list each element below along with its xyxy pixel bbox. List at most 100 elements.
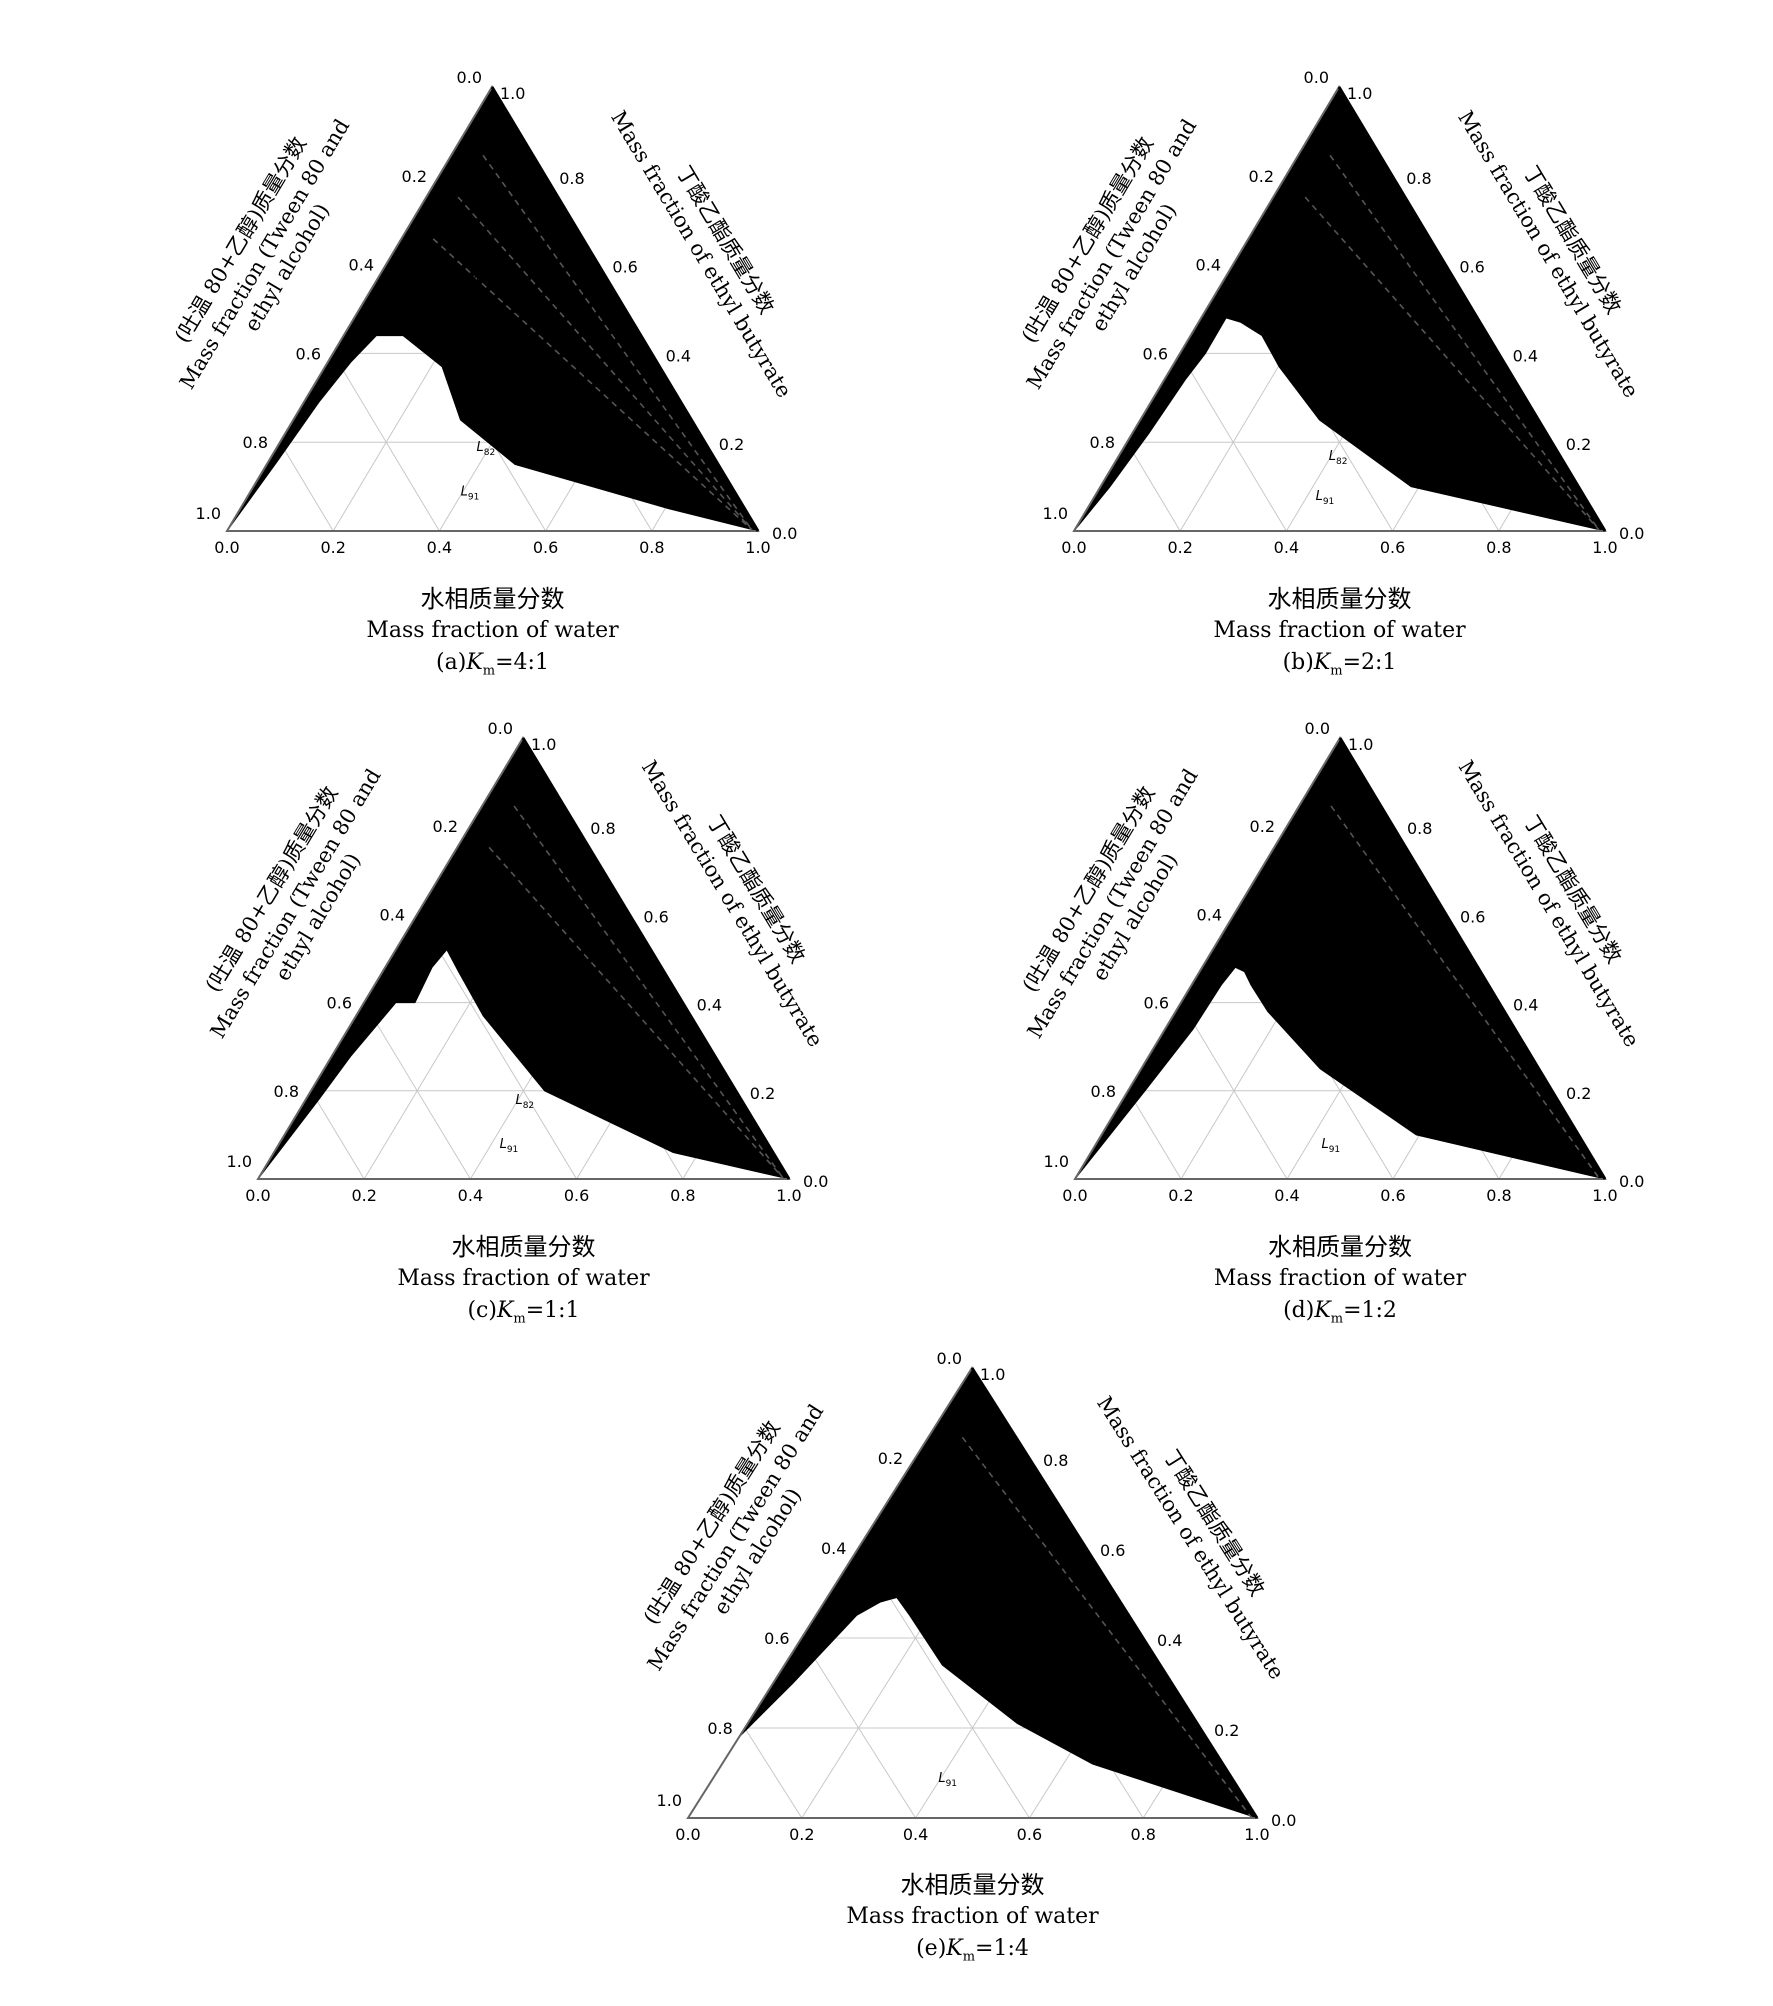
bottom-axis-title-cn: 水相质量分数 — [420, 585, 565, 613]
bottom-tick-label: 0.0 — [1061, 538, 1086, 557]
bottom-tick-label: 0.2 — [789, 1825, 814, 1844]
right-axis-line — [521, 737, 791, 1180]
right-tick-label: 0.0 — [1619, 1172, 1644, 1191]
left-tick-label: 0.4 — [821, 1539, 846, 1558]
left-tick-label: 0.2 — [402, 167, 427, 186]
right-tick-label: 1.0 — [1347, 84, 1372, 103]
km-label: Km=1:1 — [457, 922, 513, 943]
right-tick-label: 0.6 — [612, 258, 637, 277]
right-tick-label: 0.2 — [1566, 1084, 1591, 1103]
right-tick-label: 0.4 — [697, 996, 722, 1015]
bottom-axis-title-cn: 水相质量分数 — [900, 1871, 1045, 1899]
tie-line-L82 — [488, 846, 784, 1179]
right-tick-label: 0.2 — [1566, 435, 1591, 454]
right-tick-label: 1.0 — [980, 1365, 1005, 1384]
right-tick-label: 0.8 — [559, 169, 584, 188]
left-tick-label: 0.0 — [1305, 719, 1330, 738]
left-axis-title-line: Mass fraction (Tween 80 and — [1023, 765, 1203, 1043]
left-tick-label: 0.0 — [488, 719, 513, 738]
grid-line — [1179, 353, 1287, 532]
right-tick-label: 0.0 — [1271, 1811, 1296, 1830]
tie-line-label: L82 — [515, 1093, 534, 1111]
bottom-axis-title-en: Mass fraction of water — [846, 1904, 1099, 1929]
tie-line-label: L91 — [938, 1771, 957, 1789]
two-phase-region — [1074, 737, 1607, 1180]
left-tick-label: 0.4 — [380, 905, 405, 924]
left-axis-title-line: Mass fraction (Tween 80 and — [643, 1400, 829, 1675]
right-tick-label: 0.6 — [643, 907, 668, 926]
grid-line — [416, 914, 578, 1180]
bottom-tick-label: 1.0 — [745, 538, 770, 557]
left-tick-label: 0.6 — [764, 1629, 789, 1648]
right-axis-line — [1337, 86, 1607, 532]
grid-line — [1126, 441, 1181, 532]
grid-line — [801, 1637, 917, 1819]
right-axis-line — [1338, 737, 1607, 1180]
right-tick-label: 0.8 — [1407, 819, 1432, 838]
left-tick-label: 1.0 — [657, 1791, 682, 1810]
left-tick-label: 0.0 — [1304, 68, 1329, 87]
right-tick-label: 0.4 — [1157, 1631, 1182, 1650]
bottom-tick-label: 1.0 — [1592, 1186, 1617, 1205]
subfigure-caption: (d)Km=1:2 — [1283, 1298, 1397, 1327]
subfigure-caption: (a)Km=4:1 — [436, 650, 549, 679]
right-axis-line — [970, 1367, 1259, 1819]
right-tick-label: 0.0 — [772, 524, 797, 543]
bottom-axis-title-en: Mass fraction of water — [397, 1266, 650, 1291]
right-tick-label: 0.2 — [1214, 1721, 1239, 1740]
right-tick-label: 0.4 — [1513, 996, 1538, 1015]
tie-line-L82 — [457, 196, 753, 531]
left-tick-label: 0.4 — [1197, 905, 1222, 924]
panel-caption: 水相质量分数 Mass fraction of water (d)Km=1:2 — [1140, 1231, 1540, 1335]
left-tick-label: 0.8 — [1091, 1082, 1116, 1101]
bottom-tick-label: 1.0 — [1592, 538, 1617, 557]
left-tick-label: 1.0 — [227, 1152, 252, 1171]
bottom-tick-label: 0.8 — [1130, 1825, 1155, 1844]
two-phase-region — [1073, 86, 1607, 532]
tie-line-label: L91 — [1321, 1137, 1340, 1155]
left-tick-label: 0.2 — [433, 817, 458, 836]
grid-line — [744, 1727, 803, 1819]
left-axis-title-line: Mass fraction (Tween 80 and — [206, 765, 386, 1043]
bottom-tick-label: 0.4 — [458, 1186, 483, 1205]
bottom-axis-title-cn: 水相质量分数 — [451, 1233, 596, 1261]
left-tick-label: 0.8 — [707, 1719, 732, 1738]
left-tick-label: 0.4 — [1196, 256, 1221, 275]
left-tick-label: 0.2 — [1250, 817, 1275, 836]
left-tick-label: 1.0 — [196, 504, 221, 523]
km-label: (Km=1:4) — [901, 1557, 969, 1578]
km-label: Km=1:2 — [1274, 922, 1330, 943]
bottom-tick-label: 0.8 — [670, 1186, 695, 1205]
tie-line-label: L91 — [1316, 489, 1335, 507]
left-tick-label: 0.8 — [1090, 433, 1115, 452]
bottom-tick-label: 0.2 — [351, 1186, 376, 1205]
right-tick-label: 0.8 — [590, 819, 615, 838]
right-tick-label: 1.0 — [531, 735, 556, 754]
right-tick-label: 0.8 — [1406, 169, 1431, 188]
subfigure-caption: (e)Km=1:4 — [916, 1936, 1029, 1965]
left-axis-title-line: Mass fraction (Tween 80 and — [175, 115, 354, 393]
bottom-tick-label: 0.6 — [564, 1186, 589, 1205]
right-tick-label: 0.4 — [1513, 346, 1538, 365]
bottom-tick-label: 0.0 — [675, 1825, 700, 1844]
subfigure-caption: (b)Km=2:1 — [1282, 650, 1397, 679]
two-phase-region — [226, 86, 760, 532]
bottom-tick-label: 0.4 — [903, 1825, 928, 1844]
panel-caption: 水相质量分数 Mass fraction of water (c)Km=1:1 — [324, 1231, 724, 1335]
right-tick-label: 0.2 — [750, 1084, 775, 1103]
bottom-tick-label: 0.6 — [1380, 1186, 1405, 1205]
right-tick-label: 1.0 — [500, 84, 525, 103]
subfigure-caption: (c)Km=1:1 — [467, 1298, 580, 1327]
bottom-axis-title-cn: 水相质量分数 — [1268, 1233, 1412, 1261]
bottom-tick-label: 0.6 — [1017, 1825, 1042, 1844]
bottom-tick-label: 0.6 — [1380, 538, 1405, 557]
right-tick-label: 0.8 — [1043, 1451, 1068, 1470]
right-tick-label: 0.6 — [1460, 907, 1485, 926]
grid-line — [363, 1002, 471, 1180]
bottom-tick-label: 0.6 — [533, 538, 558, 557]
left-tick-label: 0.2 — [878, 1449, 903, 1468]
